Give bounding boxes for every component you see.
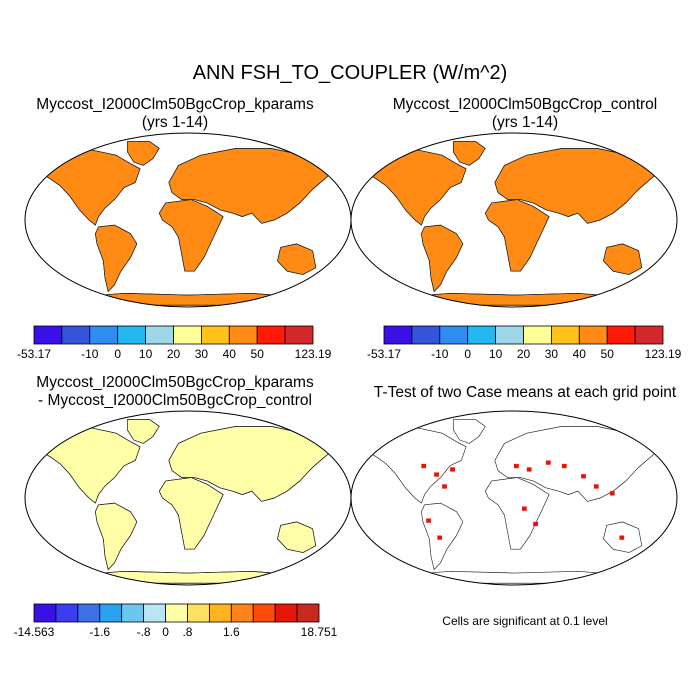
map-control — [350, 132, 678, 308]
colorbar-difference-swatch — [33, 603, 57, 623]
panel-difference-title: Myccost_I2000Clm50BgcCrop_kparams - Mycc… — [0, 374, 350, 410]
colorbar-control-label: 0 — [464, 347, 471, 361]
colorbar-control-swatch — [578, 325, 608, 345]
map-difference — [24, 410, 352, 586]
colorbar-kparams-swatch — [145, 325, 174, 345]
panel-control-title: Myccost_I2000Clm50BgcCrop_control (yrs 1… — [350, 96, 700, 132]
colorbar-control-label: 30 — [545, 347, 559, 361]
colorbar-kparams-swatch — [173, 325, 202, 345]
colorbar-control-label: 20 — [517, 347, 531, 361]
colorbar-difference-swatch — [208, 603, 232, 623]
colorbar-control-swatch — [495, 325, 524, 345]
colorbar-control-label: 50 — [601, 347, 615, 361]
map-ttest-frame — [350, 410, 678, 586]
colorbar-difference-swatch — [55, 603, 79, 623]
colorbars: -53.17 -10 0 10 20 30 40 50 123.19 -53.17 -10 0 10 20… — [14, 325, 682, 639]
colorbar-kparams-label: -53.17 — [17, 347, 51, 361]
colorbar-control-swatch — [634, 325, 664, 345]
map-difference-continents — [28, 420, 347, 584]
colorbar-kparams-label: 0 — [114, 347, 121, 361]
colorbar-control: -53.17 -10 0 10 20 30 40 50 123.19 — [367, 325, 682, 361]
panel-kparams-title: Myccost_I2000Clm50BgcCrop_kparams (yrs 1… — [0, 96, 350, 132]
colorbar-control-label: 40 — [573, 347, 587, 361]
colorbar-difference-swatch — [165, 603, 188, 623]
colorbar-kparams-swatch — [33, 325, 63, 345]
colorbar-kparams-label: -10 — [81, 347, 99, 361]
colorbar-difference-swatch — [77, 603, 101, 623]
colorbar-kparams-swatch — [200, 325, 230, 345]
colorbar-control-label: -10 — [431, 347, 449, 361]
main-title: ANN FSH_TO_COUPLER (W/m^2) — [192, 62, 508, 84]
colorbar-difference-swatch — [230, 603, 254, 623]
panel-control-title-line2: (yrs 1-14) — [491, 114, 559, 131]
colorbar-kparams: -53.17 -10 0 10 20 30 40 50 123.19 — [17, 325, 332, 361]
colorbar-difference-swatch — [143, 603, 166, 623]
colorbar-kparams-swatch — [284, 325, 314, 345]
colorbar-control-label: -53.17 — [367, 347, 401, 361]
map-control-frame — [350, 132, 678, 308]
colorbar-kparams-label: 123.19 — [295, 347, 332, 361]
colorbar-control-swatch — [523, 325, 552, 345]
colorbar-kparams-label: 30 — [195, 347, 209, 361]
colorbar-kparams-label: 50 — [251, 347, 265, 361]
colorbar-kparams-swatch — [228, 325, 258, 345]
colorbar-control-swatch — [551, 325, 580, 345]
significance-note: Cells are significant at 0.1 level — [442, 614, 608, 628]
colorbar-control-swatch — [383, 325, 413, 345]
colorbar-difference-label: -.8 — [137, 625, 151, 639]
colorbar-control-label: 123.19 — [645, 347, 682, 361]
colorbar-difference-swatch — [187, 603, 210, 623]
colorbar-difference-label: 18.751 — [301, 625, 338, 639]
panel-difference-title-line2: - Myccost_I2000Clm50BgcCrop_control — [38, 392, 312, 409]
map-kparams — [24, 132, 352, 308]
colorbar-kparams-label: 40 — [223, 347, 237, 361]
panel-kparams-title-line1: Myccost_I2000Clm50BgcCrop_kparams — [36, 96, 314, 113]
colorbar-control-swatch — [467, 325, 497, 345]
colorbar-difference-swatch — [274, 603, 298, 623]
panel-difference-title-line1: Myccost_I2000Clm50BgcCrop_kparams — [36, 374, 314, 391]
colorbar-difference-label: 1.6 — [223, 625, 240, 639]
colorbar-control-swatch — [606, 325, 636, 345]
panel-ttest-title-line1: T-Test of two Case means at each grid po… — [373, 384, 677, 401]
colorbar-difference-swatch — [296, 603, 320, 623]
colorbar-kparams-swatch — [256, 325, 286, 345]
colorbar-kparams-label: 20 — [167, 347, 181, 361]
colorbar-kparams-swatch — [89, 325, 119, 345]
colorbar-difference: -14.563 -1.6 -.8 0 .8 1.6 18.751 — [14, 603, 338, 639]
colorbar-kparams-swatch — [61, 325, 91, 345]
significance-markers — [421, 460, 625, 540]
colorbar-difference-label: -1.6 — [89, 625, 110, 639]
panel-ttest-title: T-Test of two Case means at each grid po… — [350, 384, 700, 402]
panel-kparams-title-line2: (yrs 1-14) — [141, 114, 209, 131]
colorbar-difference-label: .8 — [182, 625, 192, 639]
map-ttest — [350, 410, 678, 586]
colorbar-kparams-swatch — [117, 325, 146, 345]
colorbar-difference-swatch — [99, 603, 123, 623]
colorbar-control-swatch — [439, 325, 469, 345]
colorbar-difference-label: -14.563 — [14, 625, 55, 639]
colorbar-difference-swatch — [252, 603, 276, 623]
colorbar-kparams-label: 10 — [139, 347, 153, 361]
colorbar-control-label: 10 — [489, 347, 503, 361]
map-kparams-continents — [28, 135, 347, 306]
map-control-continents — [354, 135, 673, 306]
colorbar-difference-swatch — [121, 603, 145, 623]
panel-control-title-line1: Myccost_I2000Clm50BgcCrop_control — [392, 96, 658, 113]
colorbar-difference-label: 0 — [162, 625, 169, 639]
colorbar-control-swatch — [411, 325, 441, 345]
map-ttest-continents — [365, 420, 654, 584]
